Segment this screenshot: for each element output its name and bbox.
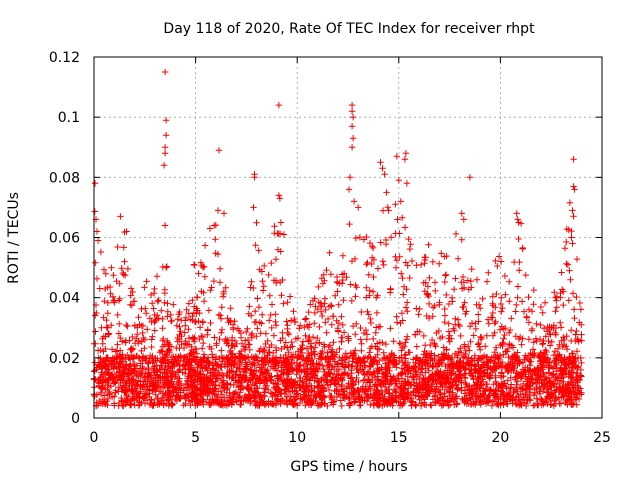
chart-title: Day 118 of 2020, Rate Of TEC Index for r… xyxy=(163,21,535,37)
x-axis-label: GPS time / hours xyxy=(290,459,407,475)
x-tick-label: 10 xyxy=(288,430,306,446)
y-tick-label: 0.02 xyxy=(49,351,80,367)
y-tick-label: 0.06 xyxy=(49,231,80,247)
axis-ticks-layer: 0 0.02 0.04 0.06 0.08 0.1 0.12 0 5 10 15 20 25 xyxy=(49,50,611,446)
y-tick-label: 0.08 xyxy=(49,170,80,186)
x-tick-label: 15 xyxy=(390,430,408,446)
x-tick-label: 25 xyxy=(593,430,611,446)
y-tick-label: 0.1 xyxy=(58,110,80,126)
y-axis-label: ROTI / TECUs xyxy=(6,192,22,284)
data-points-layer xyxy=(90,68,585,410)
y-tick-label: 0.04 xyxy=(49,291,80,307)
y-tick-label: 0 xyxy=(71,411,80,427)
x-tick-label: 20 xyxy=(491,430,509,446)
data-point-markers xyxy=(90,68,585,410)
y-tick-label: 0.12 xyxy=(49,50,80,66)
x-tick-label: 0 xyxy=(90,430,99,446)
x-tick-label: 5 xyxy=(191,430,200,446)
